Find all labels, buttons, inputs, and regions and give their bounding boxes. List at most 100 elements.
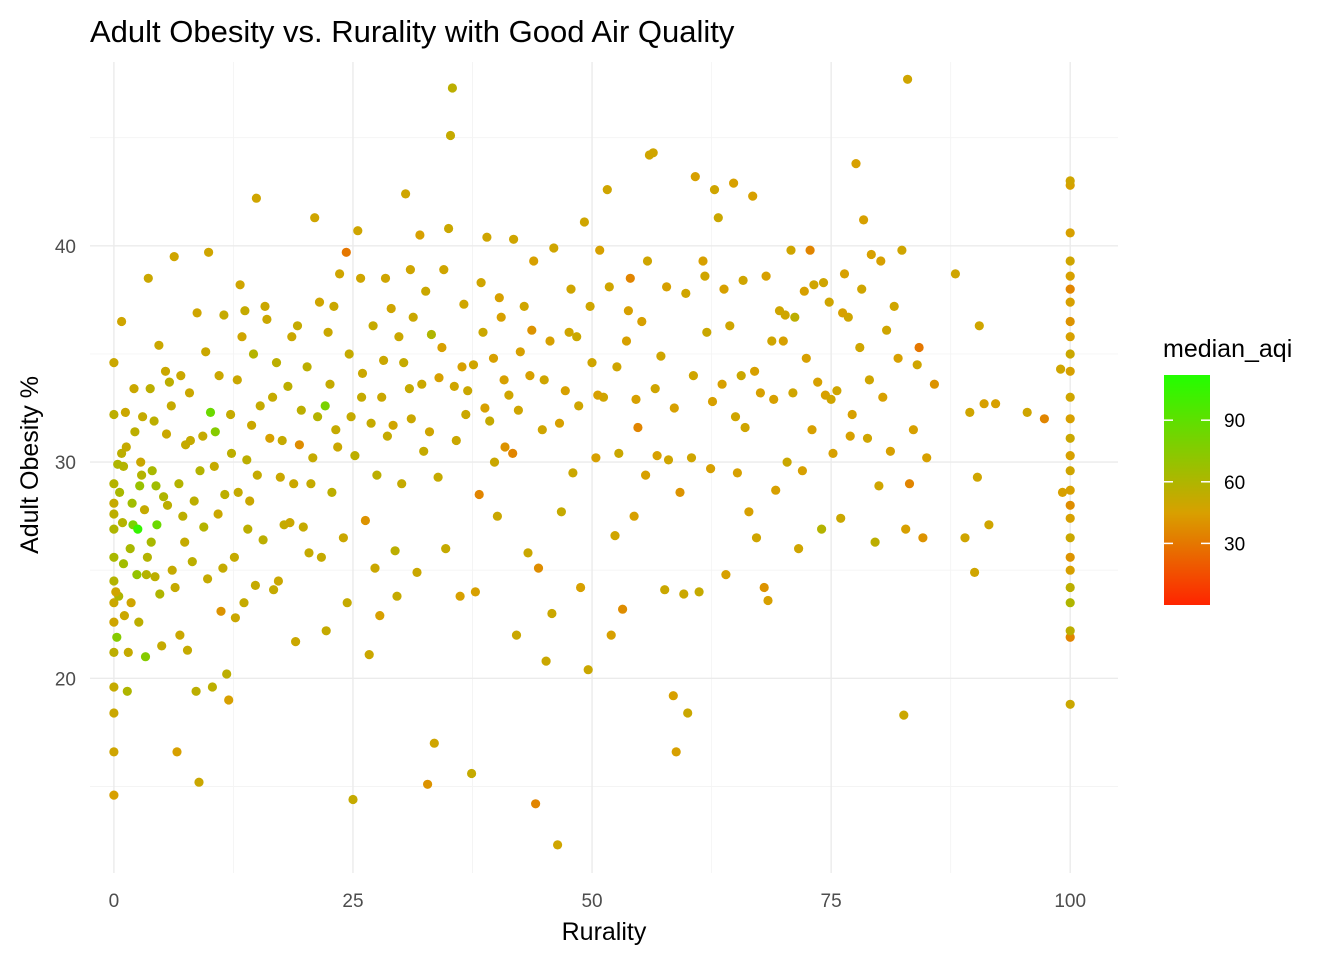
- data-point: [275, 472, 285, 482]
- data-point: [794, 544, 804, 554]
- data-point: [732, 468, 743, 478]
- data-point: [130, 427, 140, 437]
- data-point: [356, 273, 366, 283]
- data-point: [878, 392, 888, 402]
- data-point: [587, 358, 597, 368]
- data-point: [172, 747, 182, 757]
- data-point: [461, 409, 471, 420]
- data-point: [859, 215, 869, 225]
- data-point: [285, 518, 295, 528]
- data-point: [289, 479, 299, 489]
- data-point: [751, 533, 762, 543]
- data-point: [304, 548, 314, 558]
- data-point: [801, 353, 811, 363]
- data-point: [1065, 433, 1075, 443]
- data-point: [417, 379, 427, 389]
- data-point: [109, 576, 119, 586]
- data-point: [485, 416, 495, 426]
- data-point: [333, 442, 343, 452]
- data-point: [123, 647, 133, 658]
- data-point: [382, 431, 392, 441]
- data-point: [618, 604, 628, 614]
- data-point: [242, 455, 252, 465]
- data-point: [132, 570, 142, 580]
- data-point: [189, 496, 199, 506]
- data-point: [251, 193, 261, 203]
- data-point: [157, 641, 167, 651]
- y-tick-label: 20: [55, 669, 76, 690]
- data-point: [476, 278, 486, 288]
- data-point: [1065, 466, 1075, 476]
- data-point: [161, 429, 172, 439]
- data-point: [252, 470, 262, 480]
- data-point: [134, 617, 144, 627]
- data-point: [750, 366, 760, 376]
- data-point: [1065, 533, 1075, 543]
- data-point: [862, 433, 873, 443]
- data-point: [489, 457, 500, 467]
- data-point: [439, 265, 449, 275]
- data-point: [904, 479, 915, 489]
- data-point: [866, 249, 876, 260]
- data-point: [828, 448, 838, 458]
- legend-title: median_aqi: [1163, 335, 1292, 363]
- y-axis-title: Adult Obesity %: [16, 376, 44, 554]
- data-point: [922, 453, 932, 463]
- data-point: [390, 546, 400, 556]
- data-point: [139, 505, 150, 515]
- data-point: [441, 544, 451, 554]
- data-point: [203, 574, 213, 584]
- data-point: [296, 405, 306, 415]
- data-point: [591, 453, 601, 463]
- data-point: [504, 390, 514, 400]
- data-point: [109, 598, 119, 608]
- data-point: [219, 310, 229, 320]
- data-point: [553, 840, 563, 850]
- data-point: [185, 435, 195, 446]
- data-point: [346, 412, 356, 422]
- data-point: [250, 580, 260, 591]
- data-point: [109, 409, 119, 420]
- data-point: [109, 358, 119, 368]
- data-point: [141, 570, 151, 580]
- data-points: [109, 74, 1075, 850]
- legend-tick-label: 90: [1224, 411, 1245, 432]
- data-point: [602, 185, 612, 195]
- data-point: [109, 552, 119, 562]
- data-point: [870, 537, 880, 547]
- data-point: [838, 308, 848, 318]
- data-point: [690, 172, 700, 182]
- data-point: [412, 567, 422, 578]
- data-point: [912, 360, 922, 370]
- data-point: [537, 425, 547, 435]
- data-point: [112, 632, 122, 642]
- data-point: [457, 362, 467, 372]
- data-point: [730, 412, 741, 422]
- data-point: [109, 647, 119, 658]
- data-point: [893, 353, 903, 363]
- data-point: [386, 303, 396, 314]
- data-point: [604, 282, 614, 292]
- data-point: [360, 515, 370, 526]
- data-point: [950, 269, 961, 279]
- data-point: [154, 340, 164, 350]
- data-point: [415, 230, 425, 240]
- data-point: [755, 388, 766, 398]
- data-point: [748, 191, 758, 201]
- data-point: [235, 280, 245, 290]
- data-point: [126, 598, 136, 608]
- data-point: [533, 563, 544, 573]
- data-point: [404, 384, 414, 394]
- data-point: [187, 557, 197, 567]
- data-point: [167, 565, 177, 575]
- data-point: [698, 256, 708, 266]
- data-point: [780, 310, 790, 320]
- data-point: [348, 794, 358, 805]
- data-point: [832, 386, 842, 396]
- data-point: [214, 371, 224, 381]
- data-point: [313, 412, 323, 422]
- data-point: [118, 559, 129, 569]
- data-point: [508, 234, 519, 244]
